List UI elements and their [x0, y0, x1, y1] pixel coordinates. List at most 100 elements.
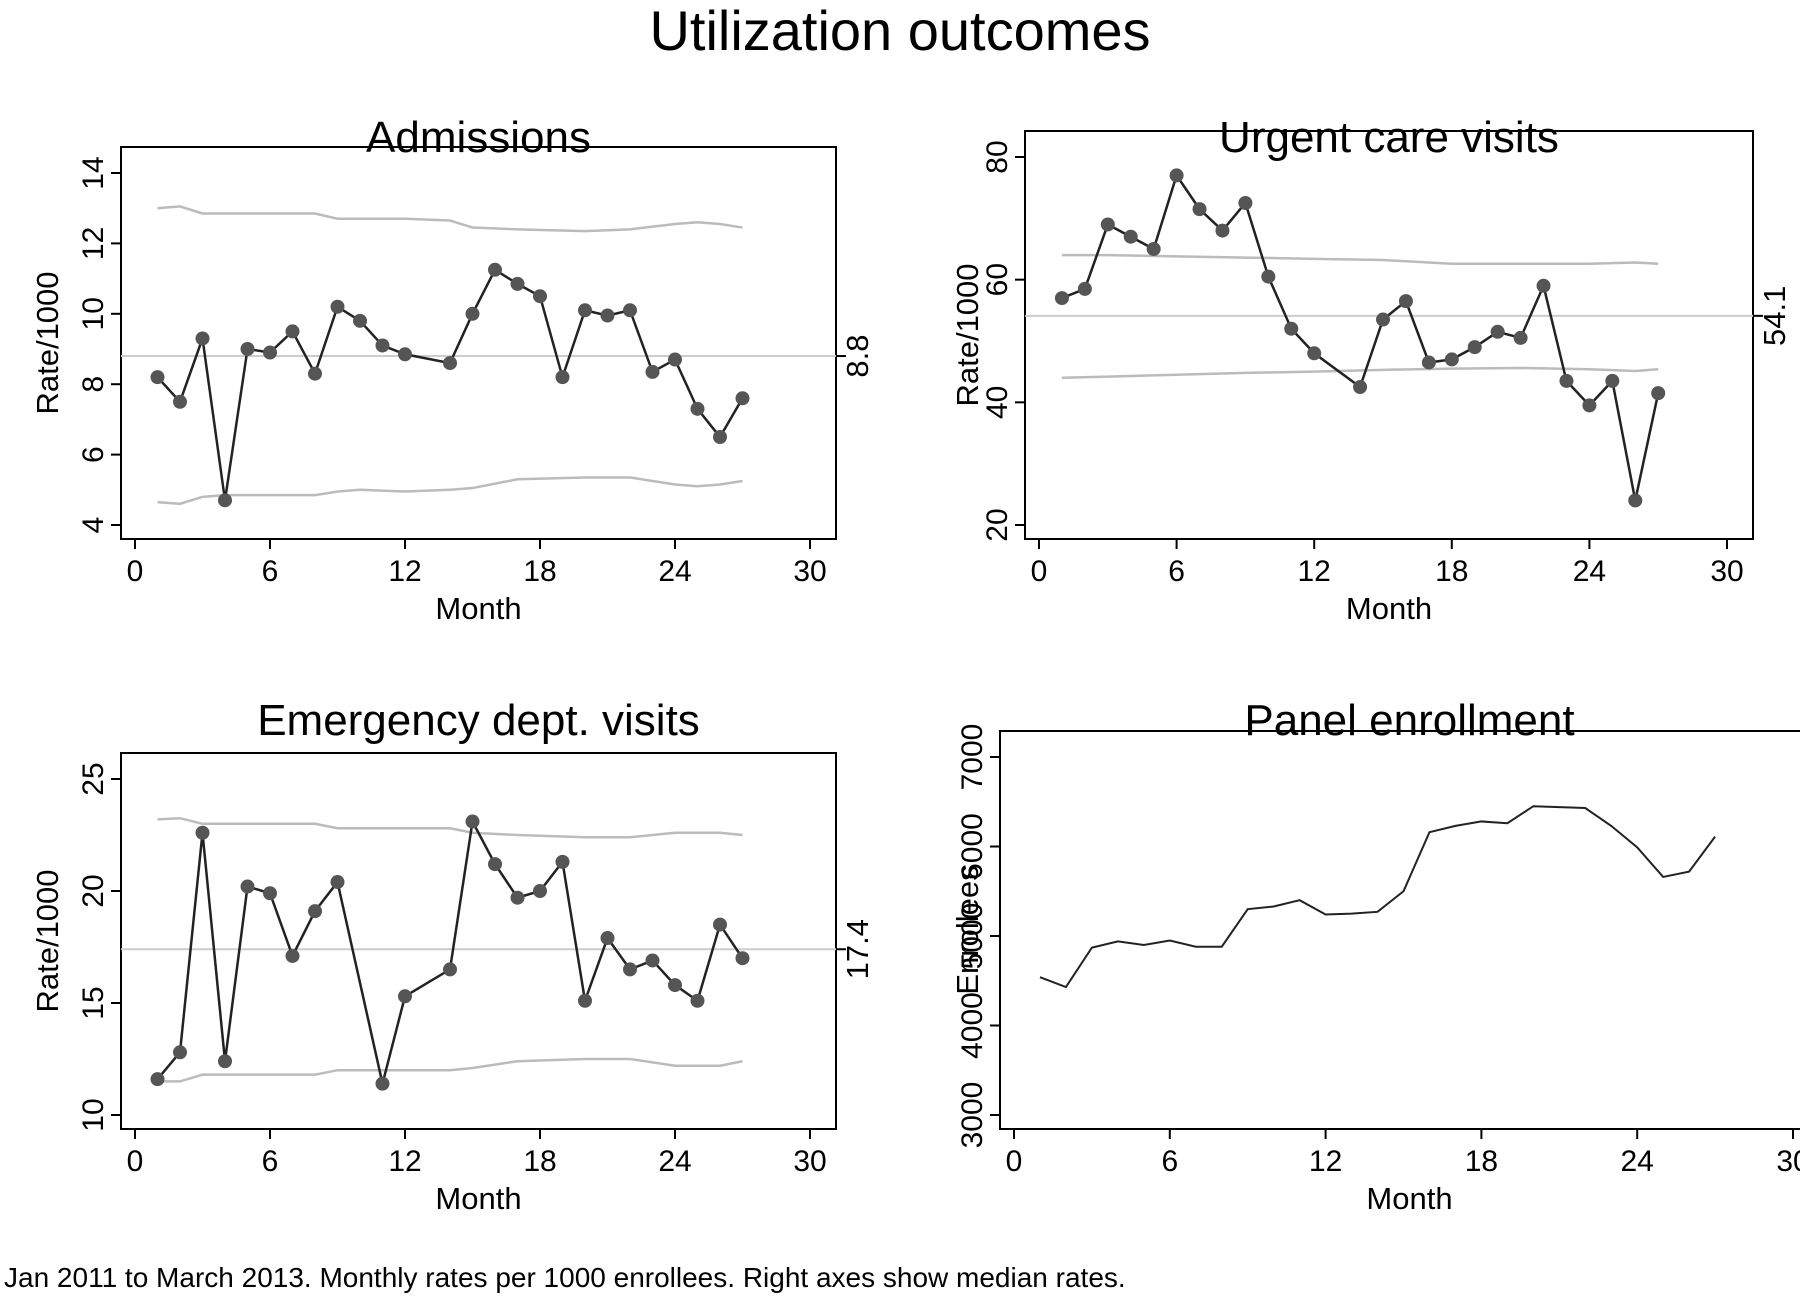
data-point: [1353, 380, 1368, 394]
x-axis-title: Month: [1366, 1181, 1452, 1216]
data-point: [1307, 346, 1322, 361]
x-tick-label: 12: [388, 555, 421, 588]
panel-title: Emergency dept. visits: [257, 696, 700, 745]
data-point: [533, 289, 547, 304]
data-point: [1651, 386, 1666, 401]
panel-title: Urgent care visits: [1219, 113, 1559, 162]
x-axis-title: Month: [435, 591, 521, 626]
lower-control-limit: [1061, 366, 1659, 380]
x-tick-label: 30: [1710, 555, 1743, 588]
data-point: [195, 331, 210, 346]
x-axis-title: Month: [1346, 591, 1432, 626]
data-point: [735, 391, 750, 406]
lower-control-limit: [157, 476, 743, 506]
y-tick-label: 15: [77, 986, 110, 1019]
panel-title: Admissions: [366, 113, 591, 162]
data-point: [555, 370, 570, 385]
y-tick-label: 3000: [956, 1082, 989, 1149]
data-point: [1192, 202, 1207, 217]
y-tick-label: 10: [77, 297, 110, 330]
data-point: [1605, 373, 1620, 388]
data-point: [173, 394, 187, 409]
data-point: [1582, 398, 1597, 413]
x-tick-label: 18: [1435, 555, 1468, 588]
y-tick-label: 12: [77, 227, 110, 260]
x-tick-label: 12: [1309, 1145, 1342, 1178]
x-axis-title: Month: [435, 1181, 521, 1216]
x-tick-label: 0: [1006, 1145, 1023, 1178]
data-point: [623, 303, 637, 318]
data-point: [533, 884, 547, 898]
x-tick-label: 18: [1465, 1145, 1498, 1178]
data-point: [600, 308, 615, 323]
data-point: [263, 886, 277, 901]
y-tick-label: 10: [77, 1098, 110, 1131]
series-line: [156, 268, 744, 501]
data-point: [308, 904, 322, 919]
lower-control-limit: [157, 1057, 743, 1083]
y-tick-label: 80: [981, 140, 1014, 173]
data-point: [600, 931, 615, 946]
data-point: [488, 857, 502, 872]
data-point: [308, 366, 322, 381]
data-point: [713, 917, 727, 932]
data-point: [195, 825, 210, 840]
data-point: [1421, 355, 1436, 370]
data-point: [578, 993, 592, 1008]
data-point: [353, 313, 367, 328]
data-point: [1169, 168, 1184, 183]
x-tick-label: 24: [1621, 1145, 1654, 1178]
data-point: [398, 989, 412, 1004]
x-tick-label: 24: [1573, 555, 1606, 588]
caption: Jan 2011 to March 2013. Monthly rates pe…: [4, 1262, 1126, 1293]
x-tick-label: 30: [793, 1145, 826, 1178]
data-point: [1376, 312, 1390, 327]
panel-enrollment-chart: Panel enrollment 3000 4000 5000 6000 7000 0 6 12…: [950, 696, 1800, 1216]
series-line: [156, 817, 744, 1084]
y-tick-label: 20: [77, 874, 110, 907]
x-tick-label: 12: [1298, 555, 1331, 588]
x-tick-label: 18: [523, 555, 556, 588]
data-point: [645, 953, 660, 968]
upper-control-limit: [157, 205, 743, 233]
data-point: [1146, 242, 1161, 256]
upper-control-limit: [157, 816, 743, 839]
x-tick-label: 6: [262, 555, 279, 588]
x-tick-label: 30: [793, 555, 826, 588]
data-point: [443, 356, 457, 371]
data-point: [1513, 330, 1528, 345]
data-point: [1261, 269, 1276, 284]
data-point: [645, 364, 660, 379]
data-point: [1100, 217, 1115, 232]
plot-frame: [120, 752, 837, 1130]
x-tick-label: 0: [1031, 555, 1048, 588]
data-point: [240, 342, 255, 356]
data-point: [623, 962, 637, 977]
x-tick-label: 24: [658, 555, 691, 588]
data-point: [735, 951, 750, 966]
data-point: [285, 324, 300, 339]
y-tick-label: 5000: [956, 903, 989, 970]
data-point: [713, 430, 727, 444]
median-label: 17.4: [840, 919, 875, 979]
data-point: [375, 338, 390, 353]
data-point: [510, 276, 525, 291]
y-tick-label: 40: [981, 386, 1014, 419]
x-tick-label: 0: [127, 1145, 144, 1178]
data-point: [668, 978, 682, 993]
series-line: [1039, 805, 1716, 989]
y-tick-label: 4000: [956, 992, 989, 1059]
data-point: [1238, 196, 1253, 210]
data-point: [465, 306, 480, 321]
data-point: [1490, 324, 1505, 339]
data-point: [1467, 340, 1482, 355]
x-tick-label: 0: [127, 555, 144, 588]
data-point: [510, 890, 525, 905]
data-point: [1284, 321, 1299, 336]
y-tick-label: 6000: [956, 813, 989, 880]
emergency-dept-chart: Emergency dept. visits 10 15 20 25 0 6 12 18 24 30…: [30, 696, 875, 1216]
data-point: [263, 345, 277, 360]
data-point: [218, 493, 232, 508]
y-axis-title: Rate/1000: [950, 263, 985, 406]
data-point: [465, 814, 480, 829]
